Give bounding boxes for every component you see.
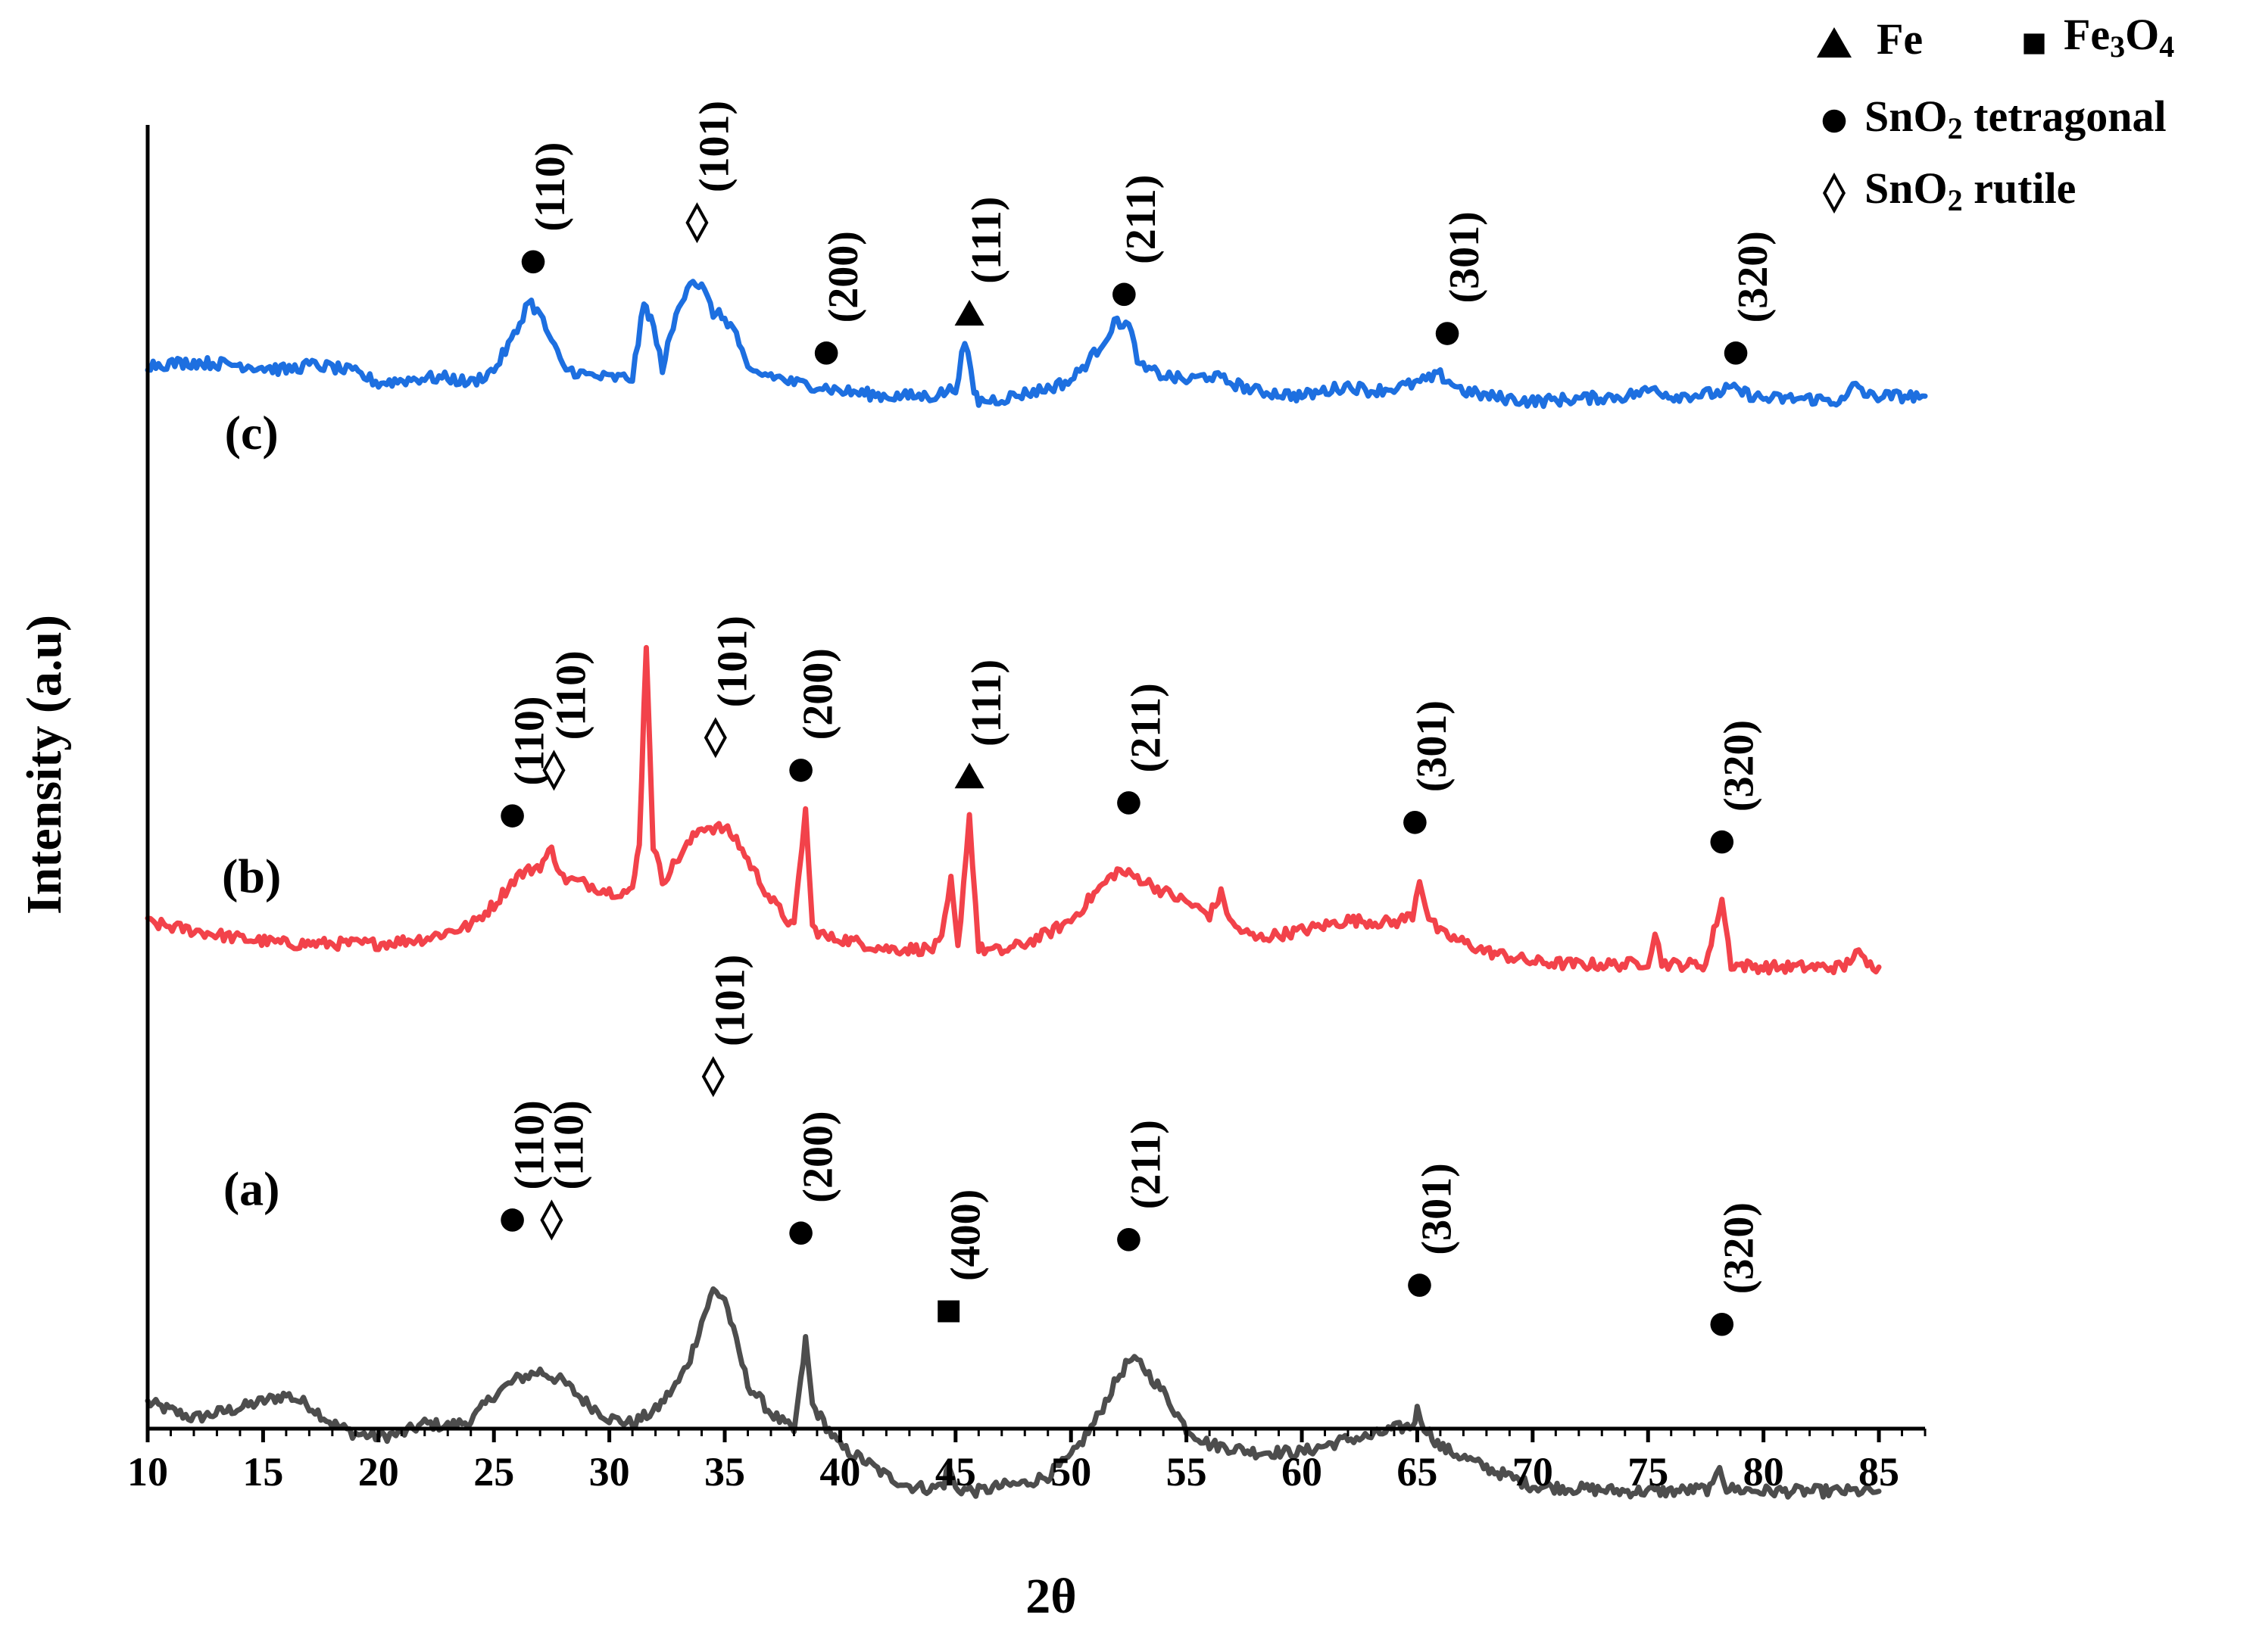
x-tick-label: 35 bbox=[704, 1449, 745, 1495]
series-label-c: (c) bbox=[225, 406, 279, 460]
legend-marker-square bbox=[2024, 33, 2045, 55]
hkl-label: (110) bbox=[545, 1100, 592, 1189]
peak-marker-circle bbox=[1710, 830, 1734, 854]
hkl-label: (110) bbox=[506, 1100, 553, 1189]
peak-marker-diamond bbox=[704, 717, 727, 759]
annotation-layer: (110)(110)(101)(200)(400)(211) (301) (320)… bbox=[501, 101, 1777, 1336]
peak-marker-circle bbox=[501, 804, 524, 828]
legend-label: SnO2 tetragonal bbox=[1864, 92, 2167, 145]
hkl-label: (400) bbox=[943, 1189, 990, 1281]
x-tick-label: 15 bbox=[242, 1449, 283, 1495]
legend-label: Fe3O4 bbox=[2064, 10, 2174, 64]
peak-marker-diamond bbox=[701, 1055, 725, 1098]
hkl-label: (101) bbox=[707, 955, 754, 1046]
axis-layer: 10 15 20 25 30 35 40 45 50 55 60 65 70 75 80 85 bbox=[127, 125, 1927, 1495]
legend-marker-diamond bbox=[1822, 172, 1846, 214]
x-tick-label: 45 bbox=[935, 1449, 976, 1495]
peak-marker-circle bbox=[1403, 810, 1427, 834]
series-line-b bbox=[145, 644, 1882, 976]
x-tick-label: 55 bbox=[1166, 1449, 1207, 1495]
peak-marker-circle bbox=[1117, 791, 1140, 815]
peak-marker-circle bbox=[789, 759, 813, 782]
x-tick-label: 25 bbox=[473, 1449, 514, 1495]
hkl-label: (211) bbox=[1122, 1120, 1169, 1209]
peak-marker-circle bbox=[1710, 1312, 1734, 1336]
x-tick-label: 65 bbox=[1396, 1449, 1437, 1495]
legend-marker-circle bbox=[1822, 109, 1846, 133]
y-axis-title: Intensity (a.u) bbox=[17, 615, 72, 915]
hkl-label: (301) bbox=[1441, 211, 1488, 303]
hkl-label: (200) bbox=[820, 231, 867, 323]
x-axis-title: 2θ bbox=[1025, 1569, 1076, 1624]
legend-marker-triangle bbox=[1817, 27, 1852, 58]
hkl-label: (211) bbox=[1122, 683, 1169, 772]
peak-marker-triangle bbox=[954, 299, 984, 326]
hkl-label: (111) bbox=[963, 197, 1010, 284]
series-line-a bbox=[145, 1286, 1882, 1500]
x-tick-label: 40 bbox=[819, 1449, 860, 1495]
peak-marker-circle bbox=[1724, 341, 1748, 365]
hkl-label: (320) bbox=[1730, 231, 1777, 323]
peak-marker-circle bbox=[1117, 1228, 1140, 1251]
series-layer bbox=[145, 279, 1928, 1500]
hkl-label: (301) bbox=[1409, 700, 1456, 792]
series-label-layer: (a) (b) (c) bbox=[222, 406, 281, 1216]
peak-marker-diamond bbox=[542, 750, 566, 791]
series-line-c bbox=[145, 279, 1928, 410]
hkl-label: (200) bbox=[794, 648, 841, 740]
peak-marker-circle bbox=[521, 250, 545, 274]
hkl-label: (301) bbox=[1413, 1163, 1460, 1255]
hkl-label: (320) bbox=[1716, 1202, 1763, 1294]
peak-marker-circle bbox=[1435, 322, 1459, 345]
hkl-label: (200) bbox=[794, 1111, 841, 1202]
hkl-label: (110) bbox=[527, 142, 574, 232]
peak-marker-triangle bbox=[954, 762, 984, 789]
peak-marker-circle bbox=[789, 1221, 813, 1245]
legend-label: SnO2 rutile bbox=[1864, 164, 2076, 217]
x-tick-label: 30 bbox=[589, 1449, 630, 1495]
peak-marker-circle bbox=[814, 341, 838, 365]
peak-marker-diamond bbox=[685, 202, 709, 244]
peak-marker-circle bbox=[1408, 1273, 1431, 1297]
series-label-a: (a) bbox=[223, 1162, 280, 1216]
series-label-b: (b) bbox=[222, 849, 281, 902]
x-tick-label: 50 bbox=[1050, 1449, 1091, 1495]
peak-marker-circle bbox=[501, 1208, 524, 1232]
hkl-label: (101) bbox=[710, 616, 757, 707]
hkl-label: (320) bbox=[1716, 720, 1763, 812]
peak-marker-circle bbox=[1112, 282, 1136, 307]
hkl-label: (101) bbox=[691, 101, 738, 192]
legend-layer: Fe Fe3O4 SnO2 tetragonal SnO2 rutile bbox=[1817, 10, 2174, 217]
peak-marker-square bbox=[938, 1300, 960, 1323]
hkl-label: (211) bbox=[1118, 175, 1165, 264]
x-tick-label: 75 bbox=[1627, 1449, 1668, 1495]
x-tick-label: 70 bbox=[1512, 1449, 1553, 1495]
peak-marker-diamond bbox=[540, 1199, 563, 1241]
x-tick-label: 10 bbox=[127, 1449, 168, 1495]
x-tick-label: 60 bbox=[1281, 1449, 1322, 1495]
hkl-label: (111) bbox=[963, 659, 1010, 747]
x-tick-label: 85 bbox=[1858, 1449, 1899, 1495]
hkl-label: (110) bbox=[548, 650, 594, 740]
x-tick-label: 20 bbox=[358, 1449, 399, 1495]
x-tick-label: 80 bbox=[1743, 1449, 1784, 1495]
legend-label: Fe bbox=[1877, 14, 1923, 64]
